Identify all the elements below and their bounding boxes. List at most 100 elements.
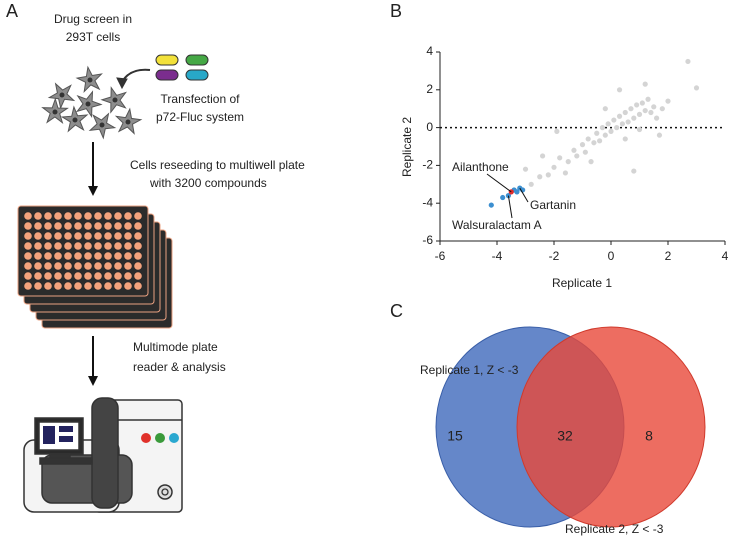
step-text: Drug screen in — [54, 12, 132, 26]
point — [537, 174, 543, 180]
leader-line — [486, 173, 512, 193]
nucleus — [112, 97, 118, 103]
well — [74, 282, 82, 290]
panel-label: C — [390, 301, 403, 321]
point — [522, 166, 529, 172]
y-axis-label: Replicate 2 — [400, 117, 414, 177]
well — [44, 222, 52, 230]
well — [24, 242, 32, 250]
arrow — [88, 336, 98, 386]
well — [24, 232, 32, 240]
x-axis-label: Replicate 1 — [552, 276, 612, 290]
well — [24, 282, 32, 290]
well — [34, 282, 42, 290]
well — [104, 272, 112, 280]
point — [588, 159, 594, 165]
set-circle — [516, 326, 706, 528]
well — [74, 222, 82, 230]
y-tick-label: -6 — [422, 233, 433, 247]
well — [44, 232, 52, 240]
well — [34, 222, 42, 230]
well — [84, 282, 92, 290]
well — [114, 232, 122, 240]
y-tick-label: 0 — [426, 120, 433, 134]
point — [648, 109, 654, 116]
plasmids — [116, 54, 209, 90]
well — [104, 222, 112, 230]
well — [34, 212, 42, 220]
well — [94, 242, 102, 250]
step-text: with 3200 compounds — [149, 176, 267, 190]
point — [642, 81, 648, 87]
point — [636, 111, 643, 117]
point — [505, 193, 511, 199]
x-tick-label: 0 — [608, 249, 615, 263]
point — [622, 136, 628, 142]
point — [545, 172, 551, 178]
y-tick-label: 4 — [426, 44, 433, 58]
well — [34, 242, 42, 250]
point — [656, 132, 663, 138]
well — [134, 272, 142, 280]
well — [74, 242, 82, 250]
cells — [41, 65, 143, 140]
point — [659, 106, 665, 112]
well — [114, 212, 122, 220]
point — [528, 181, 534, 187]
annotation: Gartanin — [530, 198, 576, 212]
well — [94, 212, 102, 220]
x-tick-label: -2 — [549, 249, 560, 263]
well — [104, 282, 112, 290]
well — [104, 252, 112, 260]
step-text: Multimode plate — [133, 340, 218, 354]
well — [64, 252, 72, 260]
point — [634, 102, 640, 108]
well — [64, 282, 72, 290]
point — [619, 121, 626, 127]
well — [74, 262, 82, 270]
well — [24, 262, 32, 270]
x-tick-label: 4 — [722, 249, 729, 263]
point — [582, 149, 588, 155]
point — [616, 87, 623, 93]
well — [74, 212, 82, 220]
point — [602, 106, 608, 112]
well — [54, 252, 62, 260]
plates — [17, 205, 173, 329]
well — [124, 252, 132, 260]
point — [693, 85, 700, 91]
well — [134, 212, 142, 220]
venn: Replicate 1, Z < -3 Replicate 2, Z < -3 15… — [420, 326, 706, 536]
point — [602, 132, 608, 138]
point — [594, 130, 600, 136]
well — [84, 242, 92, 250]
point — [585, 136, 591, 142]
point — [645, 96, 651, 102]
point — [597, 138, 603, 144]
arrow — [88, 142, 98, 196]
well — [84, 252, 92, 260]
well — [84, 222, 92, 230]
point — [488, 202, 494, 208]
well — [134, 232, 142, 240]
x-tick-label: 2 — [665, 249, 672, 263]
well — [44, 272, 52, 280]
well — [114, 242, 122, 250]
well — [54, 222, 62, 230]
point — [562, 170, 569, 176]
nucleus — [99, 122, 105, 128]
well — [124, 232, 132, 240]
well — [44, 212, 52, 220]
well — [74, 272, 82, 280]
well — [64, 272, 72, 280]
well — [84, 272, 92, 280]
well — [44, 252, 52, 260]
well — [84, 232, 92, 240]
well — [34, 252, 42, 260]
point — [500, 194, 506, 201]
well — [24, 252, 32, 260]
well — [114, 262, 122, 270]
well — [134, 252, 142, 260]
well — [54, 232, 62, 240]
nucleus — [72, 117, 78, 123]
